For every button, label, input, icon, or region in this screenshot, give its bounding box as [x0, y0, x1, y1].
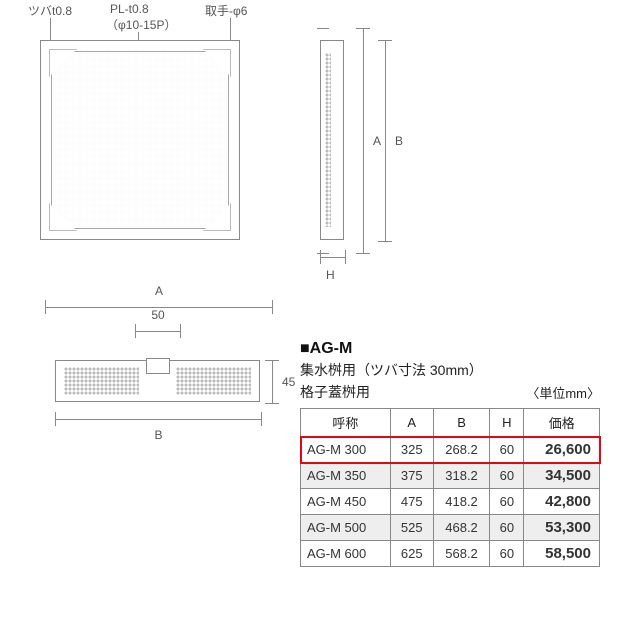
- cell-B: 318.2: [433, 463, 490, 489]
- table-row: AG-M 600625568.26058,500: [301, 541, 600, 567]
- cell-price: 26,600: [524, 437, 600, 463]
- plan-frame: [40, 40, 240, 240]
- cell-H: 60: [490, 515, 524, 541]
- table-row: AG-M 450475418.26042,800: [301, 489, 600, 515]
- label-handle: 取手-φ6: [205, 2, 247, 19]
- cell-name: AG-M 600: [301, 541, 391, 567]
- spec-table-region: ■AG-M 集水桝用（ツバ寸法 30mm） 格子蓋桝用 〈単位mm〉 呼称 A …: [300, 340, 600, 567]
- cell-price: 58,500: [524, 541, 600, 567]
- cell-B: 268.2: [433, 437, 490, 463]
- dim-B-label: B: [395, 134, 403, 148]
- dim-45-label: 45: [282, 375, 295, 389]
- dim-H: [320, 250, 346, 264]
- cell-H: 60: [490, 463, 524, 489]
- cell-B: 468.2: [433, 515, 490, 541]
- dim-A-label: A: [155, 284, 163, 298]
- cell-price: 34,500: [524, 463, 600, 489]
- cell-name: AG-M 300: [301, 437, 391, 463]
- col-name: 呼称: [301, 409, 391, 437]
- cell-H: 60: [490, 541, 524, 567]
- table-row: AG-M 300325268.26026,600: [301, 437, 600, 463]
- side-view: A B H: [320, 40, 380, 240]
- dim-50: 50: [135, 324, 181, 338]
- col-price: 価格: [524, 409, 600, 437]
- cell-B: 418.2: [433, 489, 490, 515]
- product-subtitle-2: 格子蓋桝用: [300, 382, 370, 402]
- plan-view: [40, 40, 240, 240]
- cell-price: 42,800: [524, 489, 600, 515]
- cell-H: 60: [490, 437, 524, 463]
- side-perforation: [325, 53, 331, 227]
- cell-A: 625: [390, 541, 433, 567]
- dim-H-label: H: [326, 268, 335, 282]
- dim-A-side: A: [356, 28, 370, 254]
- product-title: ■AG-M: [300, 340, 600, 358]
- cell-name: AG-M 500: [301, 515, 391, 541]
- cell-A: 525: [390, 515, 433, 541]
- col-H: H: [490, 409, 524, 437]
- cell-H: 60: [490, 489, 524, 515]
- table-row: AG-M 350375318.26034,500: [301, 463, 600, 489]
- cell-name: AG-M 450: [301, 489, 391, 515]
- label-plate-sub: （φ10-15P）: [106, 16, 176, 33]
- dim-B-side: B: [378, 40, 392, 242]
- dim-45: 45: [265, 360, 279, 404]
- label-tsuba: ツバt0.8: [28, 2, 72, 19]
- side-frame: [320, 40, 344, 240]
- col-A: A: [390, 409, 433, 437]
- cell-price: 53,300: [524, 515, 600, 541]
- strip-perf: [64, 367, 139, 395]
- cell-A: 375: [390, 463, 433, 489]
- dim-B-plan: B: [55, 412, 262, 426]
- col-B: B: [433, 409, 490, 437]
- cell-A: 325: [390, 437, 433, 463]
- cell-B: 568.2: [433, 541, 490, 567]
- dim-B-label: B: [154, 428, 162, 442]
- dim-50-label: 50: [151, 308, 164, 322]
- product-subtitle-1: 集水桝用（ツバ寸法 30mm）: [300, 360, 600, 380]
- strip-notch: [146, 358, 170, 374]
- cell-name: AG-M 350: [301, 463, 391, 489]
- unit-label: 〈単位mm〉: [526, 383, 600, 402]
- elevation-views: A 50 45 B: [40, 300, 300, 440]
- spec-table: 呼称 A B H 価格 AG-M 300325268.26026,600AG-M…: [300, 408, 600, 567]
- perforated-plate: [51, 51, 229, 229]
- table-header-row: 呼称 A B H 価格: [301, 409, 600, 437]
- strip-perf: [176, 367, 251, 395]
- cell-A: 475: [390, 489, 433, 515]
- label-plate: PL-t0.8: [110, 2, 149, 16]
- elevation-strip: [55, 360, 260, 402]
- table-row: AG-M 500525468.26053,300: [301, 515, 600, 541]
